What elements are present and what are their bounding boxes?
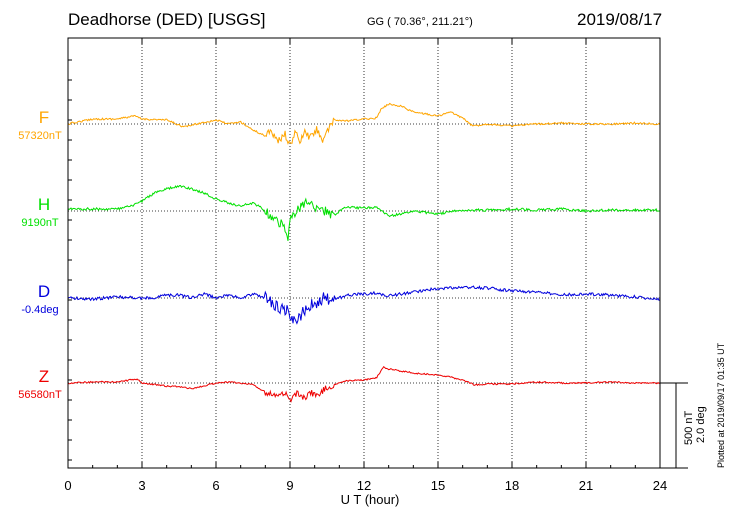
series-name-Z: Z — [38, 367, 50, 386]
series-group — [67, 102, 661, 403]
x-tick-label-18: 18 — [504, 478, 520, 493]
series-line-H — [67, 184, 661, 241]
x-tick-label-9: 9 — [286, 478, 294, 493]
x-tick-label-0: 0 — [64, 478, 72, 493]
x-tick-label-21: 21 — [578, 478, 594, 493]
chart-date: 2019/08/17 — [577, 10, 663, 29]
x-tick-label-24: 24 — [652, 478, 668, 493]
series-line-D — [67, 285, 661, 325]
scale-label-nt: 500 nT — [683, 410, 695, 445]
plot-frame — [67, 37, 661, 469]
scale-label-deg: 2.0 deg — [695, 406, 707, 443]
series-name-F: F — [38, 108, 50, 127]
series-name-D: D — [37, 282, 51, 301]
station-coordinates: GG ( 70.36°, 211.21°) — [367, 16, 473, 28]
series-line-F — [67, 102, 661, 145]
series-baseline-F: 57320nT — [18, 130, 62, 142]
x-tick-label-6: 6 — [212, 478, 220, 493]
x-tick-label-12: 12 — [356, 478, 372, 493]
series-line-Z — [67, 365, 660, 403]
series-baseline-Z: 56580nT — [18, 389, 62, 401]
plotted-timestamp: Plotted at 2019/09/17 01:35 UT — [716, 342, 726, 468]
series-baseline-H: 9190nT — [21, 217, 59, 229]
x-tick-label-3: 3 — [138, 478, 146, 493]
series-baseline-D: -0.4deg — [21, 304, 59, 316]
x-axis-label: U T (hour) — [340, 492, 400, 507]
series-name-H: H — [37, 195, 51, 214]
scale-bar — [660, 382, 688, 469]
grid — [67, 38, 661, 468]
station-title: Deadhorse (DED) [USGS] — [68, 10, 266, 29]
x-tick-label-15: 15 — [430, 478, 446, 493]
